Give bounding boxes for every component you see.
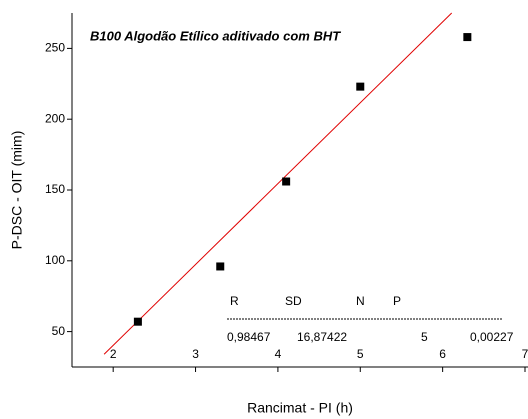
- x-tick-label: 4: [275, 347, 282, 361]
- y-tick-label: 150: [45, 182, 65, 196]
- stats-header: R: [230, 294, 239, 308]
- x-tick-label: 7: [522, 347, 528, 361]
- stats-value: 0,98467: [227, 330, 271, 344]
- x-tick-label: 3: [192, 347, 199, 361]
- x-axis-label: Rancimat - PI (h): [247, 400, 353, 416]
- y-tick-label: 200: [45, 111, 65, 125]
- point: [282, 177, 291, 186]
- stats-value: 5: [421, 330, 428, 344]
- point: [463, 33, 472, 42]
- y-tick-label: 50: [52, 324, 66, 338]
- fit-line: [103, 12, 453, 355]
- point: [216, 262, 225, 271]
- stats-header: P: [393, 294, 401, 308]
- stats-header: N: [356, 294, 365, 308]
- y-tick-label: 100: [45, 253, 65, 267]
- stats-value: 0,00227: [470, 330, 514, 344]
- point: [133, 317, 142, 326]
- y-axis-label: P-DSC - OIT (mim): [9, 131, 25, 250]
- chart-title: B100 Algodão Etílico aditivado com BHT: [90, 28, 341, 43]
- x-tick-label: 6: [439, 347, 446, 361]
- x-tick-label: 5: [357, 347, 364, 361]
- x-tick-label: 2: [110, 347, 117, 361]
- y-tick-label: 250: [45, 41, 65, 55]
- point: [356, 82, 365, 91]
- stats-value: 16,87422: [297, 330, 347, 344]
- stats-header: SD: [285, 294, 302, 308]
